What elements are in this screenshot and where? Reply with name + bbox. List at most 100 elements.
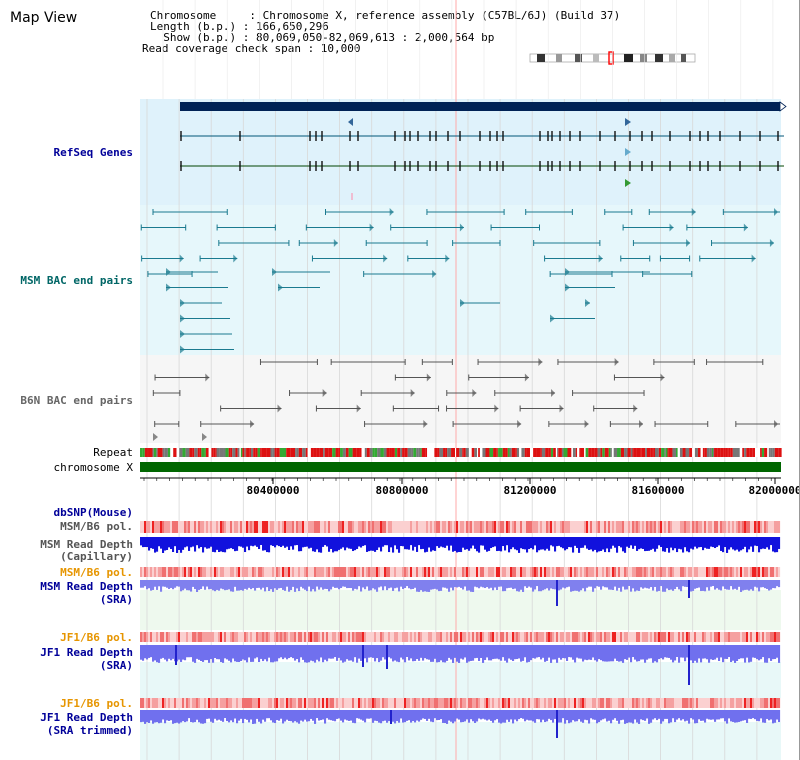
- jf1-b6-pol-label[interactable]: JF1/B6 pol.: [60, 631, 133, 644]
- depth-bar: [272, 537, 275, 546]
- refseq-genes-label[interactable]: RefSeq Genes: [53, 146, 133, 159]
- depth-bar: [598, 645, 601, 660]
- msm-b6-pol-label[interactable]: MSM/B6 pol.: [60, 520, 133, 533]
- depth-bar: [488, 645, 491, 661]
- chromosome-label[interactable]: chromosome X: [53, 461, 133, 474]
- repeat-block: [498, 448, 503, 457]
- pol-cell: [244, 632, 247, 642]
- pol-cell: [546, 698, 549, 708]
- msm-depth-sra-label-1[interactable]: MSM Read Depth: [40, 580, 133, 593]
- pol-cell: [168, 567, 171, 577]
- msm-depth-capillary-label-2[interactable]: (Capillary): [60, 550, 133, 563]
- depth-bar: [218, 710, 221, 720]
- depth-bar: [342, 645, 345, 663]
- depth-bar: [154, 710, 157, 723]
- depth-bar: [414, 580, 417, 588]
- pol-cell: [238, 698, 241, 708]
- depth-bar: [470, 710, 473, 720]
- pol-cell: [510, 567, 513, 577]
- depth-bar: [232, 537, 235, 550]
- pol-cell: [404, 567, 407, 577]
- pol-cell: [752, 632, 755, 642]
- pol-cell: [640, 698, 643, 708]
- depth-bar: [752, 537, 755, 552]
- pol-cell: [492, 521, 495, 533]
- pol-cell: [352, 521, 355, 533]
- pol-cell: [276, 567, 279, 577]
- repeat-block: [279, 448, 283, 457]
- depth-bar: [254, 645, 257, 659]
- repeat-block: [610, 448, 612, 457]
- depth-bar: [424, 710, 427, 719]
- depth-bar: [630, 645, 633, 663]
- depth-bar: [512, 537, 515, 548]
- pol-cell: [500, 632, 503, 642]
- depth-bar: [772, 537, 775, 552]
- dbsnp-label[interactable]: dbSNP(Mouse): [53, 506, 133, 519]
- pol-cell: [652, 698, 655, 708]
- depth-bar: [510, 710, 513, 720]
- pol-cell: [472, 698, 475, 708]
- depth-bar: [516, 710, 519, 722]
- repeat-track[interactable]: [140, 448, 782, 457]
- msm-bac-glyphs[interactable]: [140, 208, 780, 354]
- pol-cell: [186, 567, 189, 577]
- b6n-bac-label[interactable]: B6N BAC end pairs: [20, 394, 133, 407]
- pol-cell: [396, 567, 399, 577]
- polymorphism-tracks[interactable]: [140, 521, 781, 708]
- b6n-bac-glyphs[interactable]: [152, 358, 780, 441]
- msm-bac-label[interactable]: MSM BAC end pairs: [20, 274, 133, 287]
- depth-bar: [682, 580, 685, 587]
- pol-cell: [534, 567, 537, 577]
- depth-bar: [524, 580, 527, 587]
- depth-bar: [762, 537, 765, 549]
- pol-cell: [368, 698, 371, 708]
- repeat-block: [661, 448, 665, 457]
- assembly-info: Chromosome : Chromosome X, reference ass…: [142, 10, 620, 54]
- jf1-depth-sra-label-2[interactable]: (SRA): [99, 659, 133, 672]
- jf1-depth-trim-label-2[interactable]: (SRA trimmed): [46, 724, 133, 737]
- pol-cell: [690, 632, 693, 642]
- depth-bar: [542, 645, 545, 658]
- depth-bar: [442, 710, 445, 723]
- jf1-depth-sra-label-1[interactable]: JF1 Read Depth: [40, 646, 133, 659]
- depth-bar: [314, 710, 317, 724]
- pol-cell: [474, 698, 477, 708]
- depth-bar: [244, 537, 247, 553]
- pol-cell: [280, 567, 283, 577]
- depth-bar: [436, 710, 439, 721]
- chromosome-bar[interactable]: [140, 462, 781, 472]
- pol-cell: [166, 567, 169, 577]
- depth-bar: [772, 710, 775, 724]
- depth-bar: [572, 710, 575, 721]
- pol-cell: [178, 521, 181, 533]
- pol-cell: [626, 521, 629, 533]
- jf1-b6-pol-trim-label[interactable]: JF1/B6 pol.: [60, 697, 133, 710]
- depth-bar: [530, 537, 533, 549]
- pol-cell: [236, 698, 239, 708]
- msm-depth-capillary-label-1[interactable]: MSM Read Depth: [40, 538, 133, 551]
- read-depth-tracks[interactable]: [140, 537, 781, 738]
- pol-cell: [496, 632, 499, 642]
- depth-bar: [388, 645, 391, 658]
- pol-cell: [298, 632, 301, 642]
- pol-cell: [294, 521, 297, 533]
- repeat-label[interactable]: Repeat: [93, 446, 133, 459]
- jf1-depth-trim-label-1[interactable]: JF1 Read Depth: [40, 711, 133, 724]
- pol-cell: [486, 698, 489, 708]
- msm-b6-pol-sra-label[interactable]: MSM/B6 pol.: [60, 566, 133, 579]
- pol-cell: [260, 521, 263, 533]
- depth-bar: [704, 537, 707, 548]
- msm-depth-sra-label-2[interactable]: (SRA): [99, 593, 133, 606]
- refseq-genes-glyphs[interactable]: [180, 101, 787, 200]
- pol-cell: [528, 567, 531, 577]
- depth-bar: [520, 645, 523, 662]
- depth-bar: [202, 710, 205, 724]
- pol-cell: [180, 698, 183, 708]
- depth-bar: [540, 710, 543, 723]
- pol-cell: [538, 632, 541, 642]
- depth-bar: [346, 645, 349, 660]
- depth-bar: [370, 710, 373, 719]
- bac-end-arrow: [686, 239, 691, 247]
